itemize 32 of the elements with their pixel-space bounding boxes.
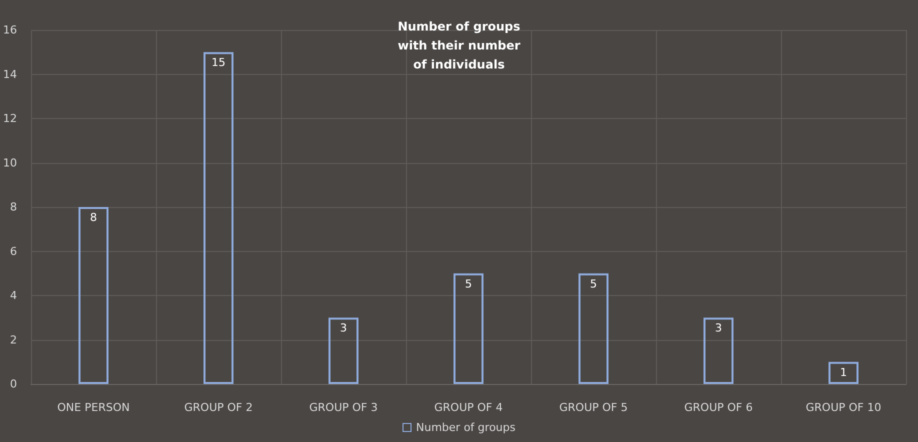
bar [454, 273, 484, 384]
legend-label: Number of groups [416, 421, 516, 434]
data-label: 8 [90, 211, 97, 224]
text: Number of groups with their number of individuals [398, 20, 520, 72]
y-tick-label: 2 [10, 333, 17, 346]
x-tick-label: GROUP OF 4 [434, 401, 503, 414]
data-label: 5 [465, 277, 472, 290]
x-tick-label: GROUP OF 3 [309, 401, 378, 414]
bar [578, 273, 608, 384]
x-tick-label: ONE PERSON [57, 401, 130, 414]
bar [78, 207, 108, 384]
x-tick-label: GROUP OF 6 [684, 401, 753, 414]
x-tick-label: GROUP OF 10 [806, 401, 882, 414]
bar [328, 318, 358, 384]
y-tick-label: 6 [10, 244, 17, 258]
bar [204, 52, 234, 384]
data-label: 3 [715, 322, 722, 335]
y-tick-label: 16 [2, 24, 17, 36]
data-label: 5 [590, 277, 597, 290]
y-tick-label: 0 [10, 378, 17, 390]
data-label: 15 [212, 56, 226, 70]
y-tick-label: 14 [2, 68, 17, 81]
data-label: 3 [340, 322, 347, 335]
bar [828, 362, 858, 384]
data-label: 1 [840, 366, 847, 379]
y-tick-label: 12 [2, 112, 17, 125]
x-tick-label: GROUP OF 5 [559, 401, 628, 414]
y-tick-label: 10 [2, 156, 17, 170]
bar [704, 318, 734, 384]
y-tick-label: 8 [10, 200, 17, 214]
x-tick-label: GROUP OF 2 [184, 401, 253, 414]
y-tick-label: 4 [10, 289, 17, 302]
